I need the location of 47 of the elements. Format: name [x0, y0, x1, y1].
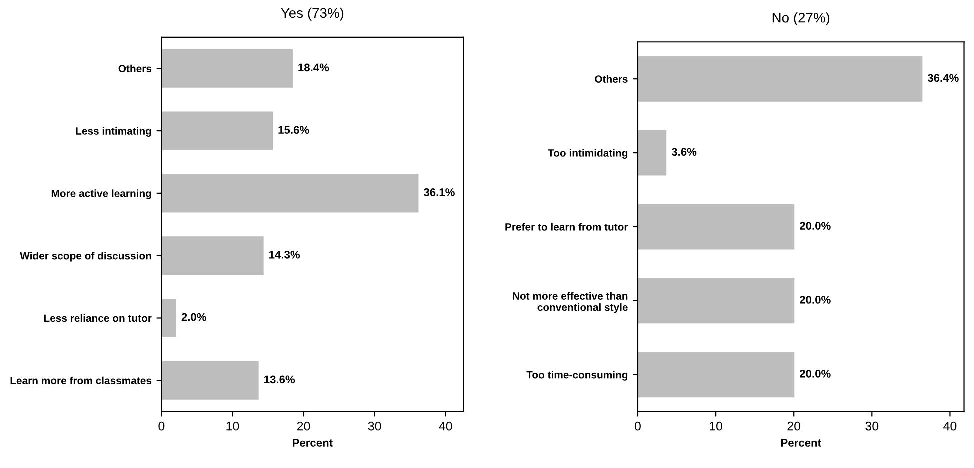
- data-label: 15.6%: [278, 126, 310, 134]
- bar: [638, 278, 795, 324]
- y-tick-label: Less reliance on tutor: [44, 314, 152, 322]
- bar: [162, 298, 176, 338]
- chart-title: No (27%): [772, 12, 830, 26]
- x-tick-label: 30: [368, 422, 382, 431]
- x-tick-label: 0: [158, 422, 165, 431]
- bar: [162, 361, 259, 400]
- x-tick-label: 20: [297, 422, 310, 431]
- x-tick-label: 40: [439, 422, 452, 431]
- y-tick-label: Too time-consuming: [526, 371, 628, 381]
- data-label: 18.4%: [298, 64, 330, 72]
- x-axis-title: Percent: [293, 439, 333, 447]
- y-tick-label: Wider scope of discussion: [20, 252, 152, 262]
- x-tick-label: 10: [710, 422, 722, 431]
- y-tick-label: Learn more from classmates: [10, 376, 152, 385]
- data-label: 36.1%: [424, 188, 455, 196]
- x-tick-label: 0: [634, 422, 641, 431]
- data-label: 36.4%: [928, 74, 959, 82]
- y-tick-label: Others: [118, 64, 152, 73]
- y-tick-label: Less intimating: [76, 127, 152, 138]
- bar: [638, 204, 795, 250]
- data-label: 20.0%: [800, 222, 831, 230]
- x-tick-label: 10: [226, 422, 240, 431]
- x-tick-label: 40: [944, 422, 957, 431]
- data-label: 13.6%: [264, 376, 296, 384]
- bar: [162, 174, 419, 213]
- bar: [162, 49, 293, 88]
- y-tick-label: Not more effective than conventional style: [513, 292, 628, 314]
- data-label: 20.0%: [800, 296, 831, 304]
- x-axis-title: Percent: [781, 439, 822, 447]
- y-tick-label: Prefer to learn from tutor: [506, 223, 628, 231]
- chart-title: Yes (73%): [281, 8, 344, 21]
- data-label: 3.6%: [672, 148, 697, 156]
- bar: [638, 352, 795, 398]
- x-tick-label: 20: [788, 422, 801, 431]
- data-label: 20.0%: [800, 370, 831, 378]
- y-tick-label: Others: [595, 75, 628, 83]
- y-tick-label: Too intimidating: [548, 149, 628, 160]
- data-label: 2.0%: [182, 313, 206, 322]
- y-tick-label: More active learning: [52, 190, 152, 200]
- x-tick-label: 30: [866, 422, 879, 431]
- bar: [162, 112, 274, 150]
- bar: [638, 130, 667, 176]
- bar: [638, 56, 923, 102]
- data-label: 14.3%: [270, 250, 300, 259]
- bar: [162, 236, 264, 276]
